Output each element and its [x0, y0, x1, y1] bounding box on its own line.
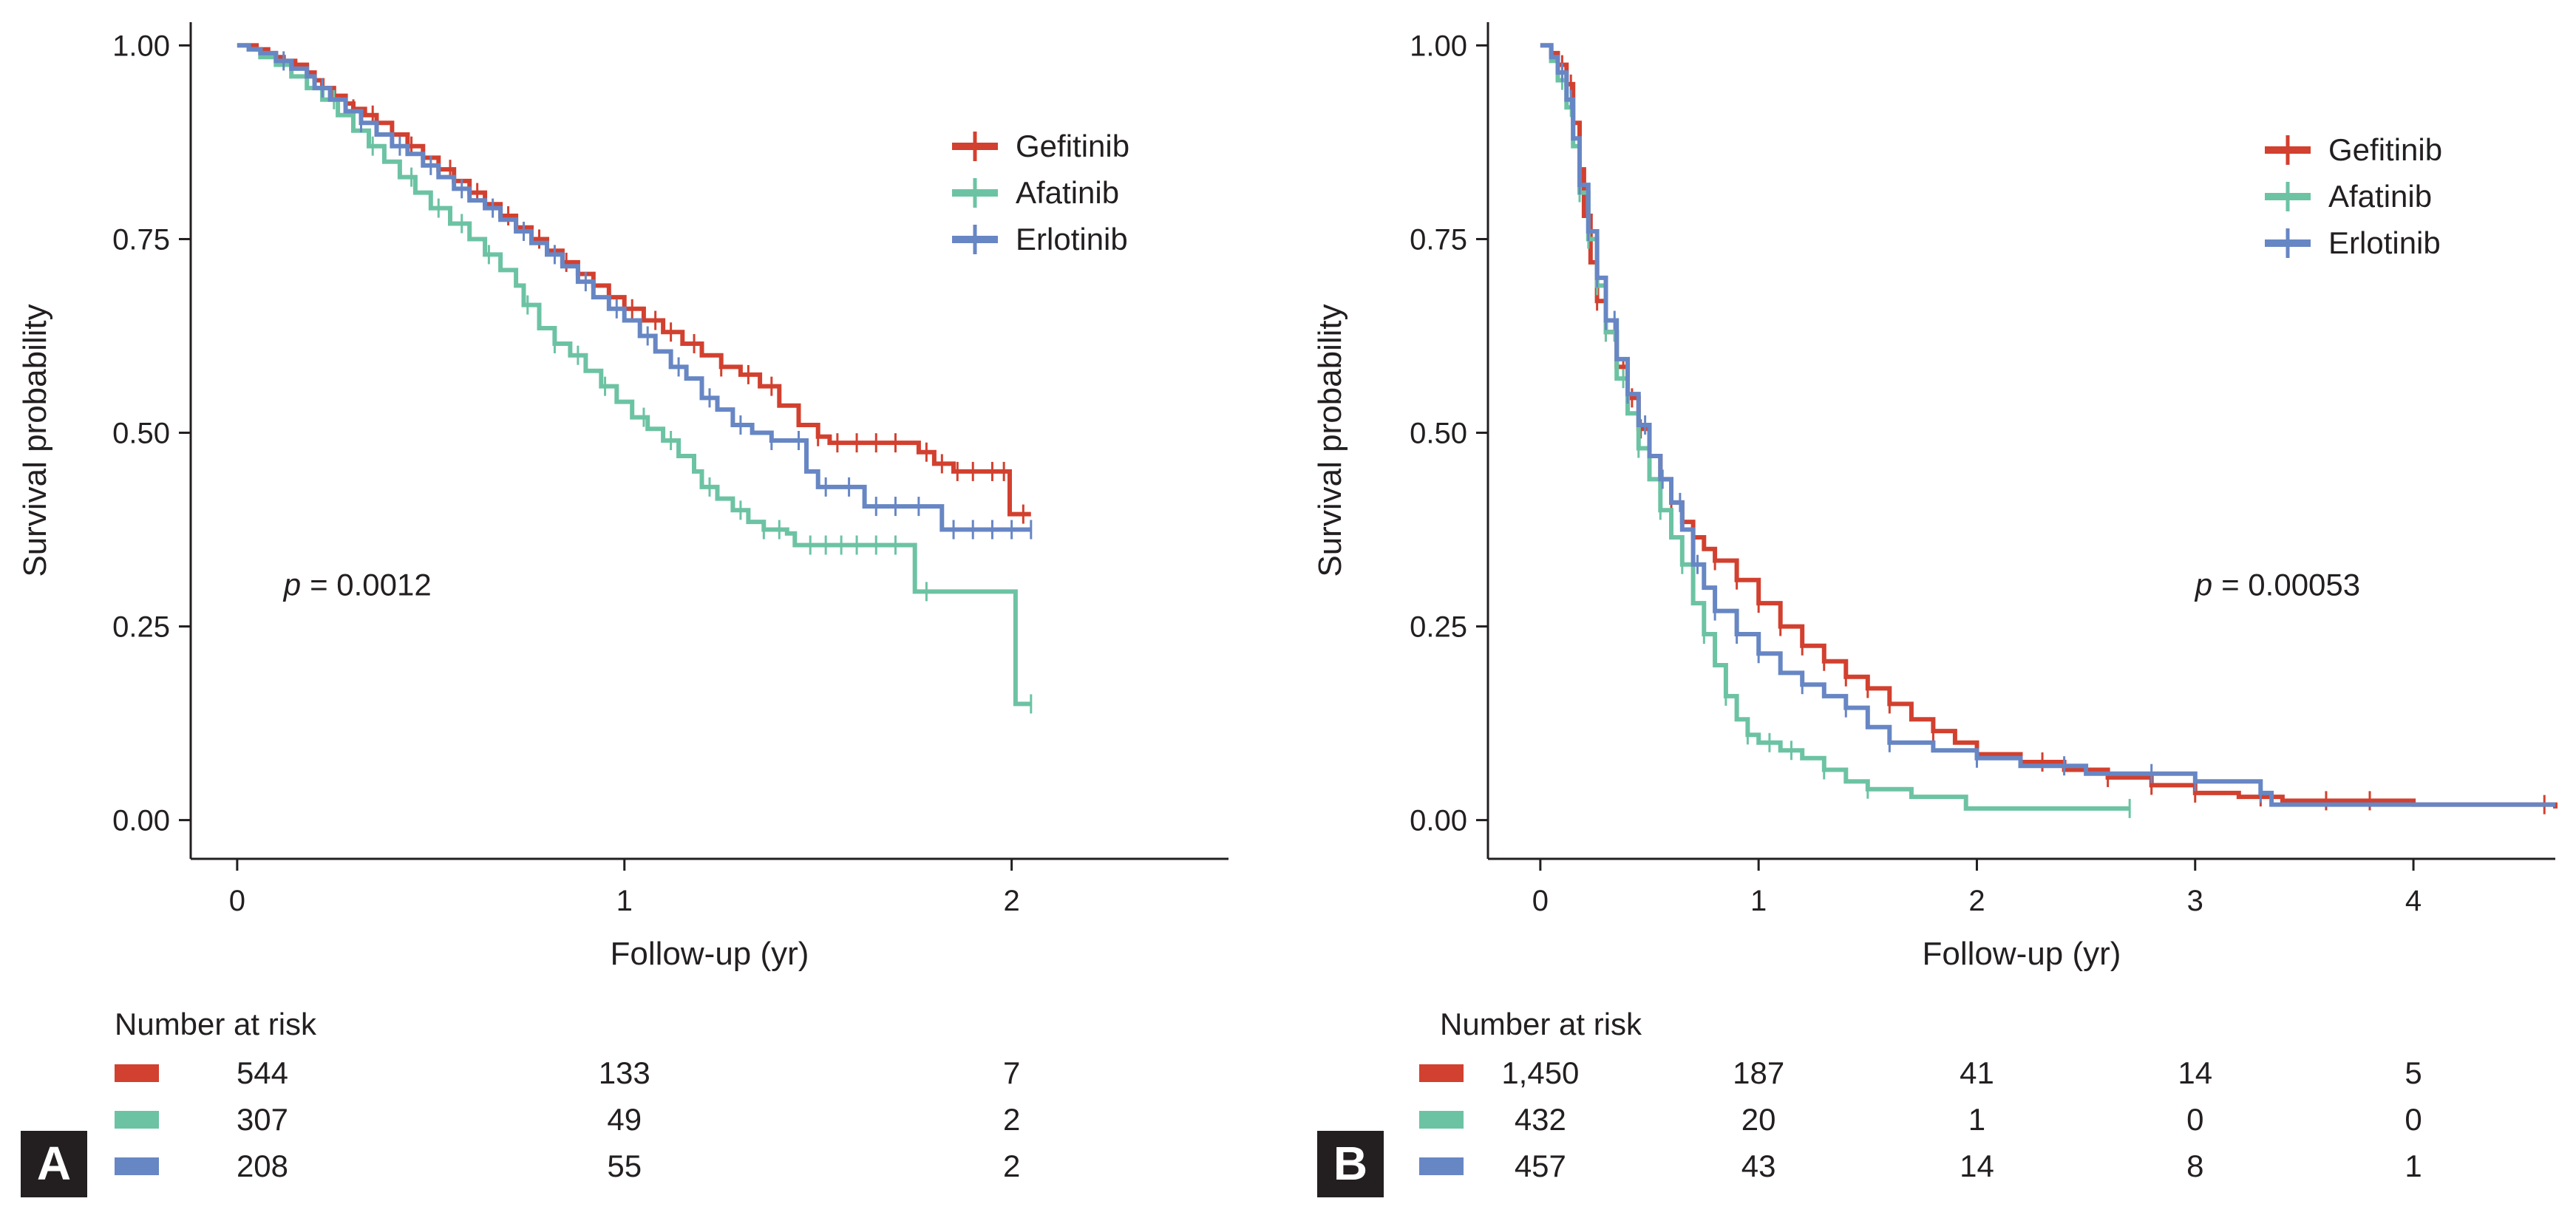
risk-value: 208 [237, 1149, 288, 1183]
x-tick-label: 4 [2405, 885, 2422, 917]
risk-value: 1,450 [1501, 1055, 1579, 1090]
risk-value: 20 [1741, 1102, 1776, 1137]
legend-entry-erlotinib: Erlotinib [952, 222, 1128, 256]
risk-value: 0 [2405, 1102, 2422, 1137]
legend-entry-gefitinib: Gefitinib [952, 129, 1129, 163]
legend-label: Afatinib [2328, 179, 2432, 214]
p-value-annotation: p = 0.00053 [2194, 568, 2360, 602]
legend-label: Gefitinib [1016, 129, 1129, 163]
risk-row-swatch [1419, 1111, 1464, 1129]
x-tick-label: 3 [2187, 885, 2203, 917]
panel-a: 0.00 0.25 0.50 0.75 1.00 0 1 2 Follow-up (yr) Sur… [17, 22, 1228, 1197]
x-tick-label: 2 [1004, 885, 1020, 917]
risk-row-swatch [1419, 1064, 1464, 1082]
risk-table-title: Number at risk [115, 1007, 317, 1041]
y-tick-label: 0.75 [1410, 223, 1467, 256]
risk-value: 5 [2405, 1055, 2422, 1090]
legend-entry-afatinib: Afatinib [2265, 179, 2432, 214]
panel-b: 0.00 0.25 0.50 0.75 1.00 0 1 2 3 4 Follow-up (yr) S… [1312, 22, 2558, 1197]
x-tick-label: 1 [616, 885, 633, 917]
survival-curve-erlotinib [237, 43, 1031, 532]
x-tick-label: 0 [229, 885, 245, 917]
risk-value: 187 [1733, 1055, 1784, 1090]
risk-value: 14 [1960, 1149, 1994, 1183]
p-value-symbol: p [282, 568, 301, 602]
survival-curve-gefitinib [237, 43, 1031, 517]
risk-value: 2 [1003, 1149, 1020, 1183]
y-tick-label: 1.00 [112, 30, 170, 62]
risk-value: 544 [237, 1055, 288, 1090]
risk-value: 55 [607, 1149, 642, 1183]
legend-entry-erlotinib: Erlotinib [2265, 225, 2441, 260]
legend-label: Erlotinib [2328, 225, 2441, 260]
risk-value: 2 [1003, 1102, 1020, 1137]
y-tick-label: 0.25 [112, 611, 170, 644]
x-tick-label: 1 [1750, 885, 1767, 917]
risk-row-swatch [115, 1157, 159, 1175]
y-tick-label: 0.25 [1410, 611, 1467, 644]
risk-value: 7 [1003, 1055, 1020, 1090]
risk-row-swatch [115, 1111, 159, 1129]
y-tick-label: 0.00 [112, 805, 170, 837]
panel-label-box [21, 1131, 87, 1197]
risk-value: 1 [2405, 1149, 2422, 1183]
risk-table-title: Number at risk [1440, 1007, 1642, 1041]
survival-curve-afatinib [237, 43, 1031, 707]
risk-value: 8 [2186, 1149, 2203, 1183]
risk-value: 0 [2186, 1102, 2203, 1137]
x-tick-label: 2 [1968, 885, 1985, 917]
legend-entry-afatinib: Afatinib [952, 175, 1119, 210]
p-value-number: = 0.0012 [310, 568, 432, 602]
risk-row-swatch [1419, 1157, 1464, 1175]
risk-value: 41 [1960, 1055, 1994, 1090]
risk-value: 133 [599, 1055, 650, 1090]
panel-label-badge: B [1317, 1131, 1384, 1197]
y-tick-label: 0.50 [1410, 418, 1467, 450]
risk-value: 43 [1741, 1149, 1776, 1183]
risk-row-swatch [115, 1064, 159, 1082]
panel-label: A [37, 1137, 71, 1190]
x-tick-label: 0 [1532, 885, 1549, 917]
y-tick-label: 1.00 [1410, 30, 1467, 62]
risk-value: 432 [1515, 1102, 1566, 1137]
legend-label: Gefitinib [2328, 132, 2442, 167]
x-axis-label: Follow-up (yr) [611, 936, 809, 972]
panel-label: B [1333, 1137, 1367, 1190]
risk-value: 14 [2178, 1055, 2212, 1090]
risk-value: 49 [607, 1102, 642, 1137]
p-value-annotation: p = 0.0012 [282, 568, 432, 602]
p-value-number: = 0.00053 [2221, 568, 2360, 602]
legend-label: Afatinib [1016, 175, 1119, 210]
risk-table: Number at risk 544 133 7 307 49 2 208 55 2 [115, 1007, 1020, 1183]
panel-label-box [1317, 1131, 1384, 1197]
y-tick-label: 0.00 [1410, 805, 1467, 837]
y-tick-label: 0.50 [112, 418, 170, 450]
y-axis-label: Survival probability [17, 304, 53, 577]
x-axis-label: Follow-up (yr) [1923, 936, 2121, 972]
panel-label-badge: A [21, 1131, 87, 1197]
risk-value: 1 [1968, 1102, 1985, 1137]
legend-entry-gefitinib: Gefitinib [2265, 132, 2442, 167]
risk-value: 457 [1515, 1149, 1566, 1183]
legend-label: Erlotinib [1016, 222, 1128, 256]
risk-value: 307 [237, 1102, 288, 1137]
y-tick-label: 0.75 [112, 223, 170, 256]
p-value-symbol: p [2194, 568, 2212, 602]
y-axis-label: Survival probability [1312, 304, 1348, 577]
